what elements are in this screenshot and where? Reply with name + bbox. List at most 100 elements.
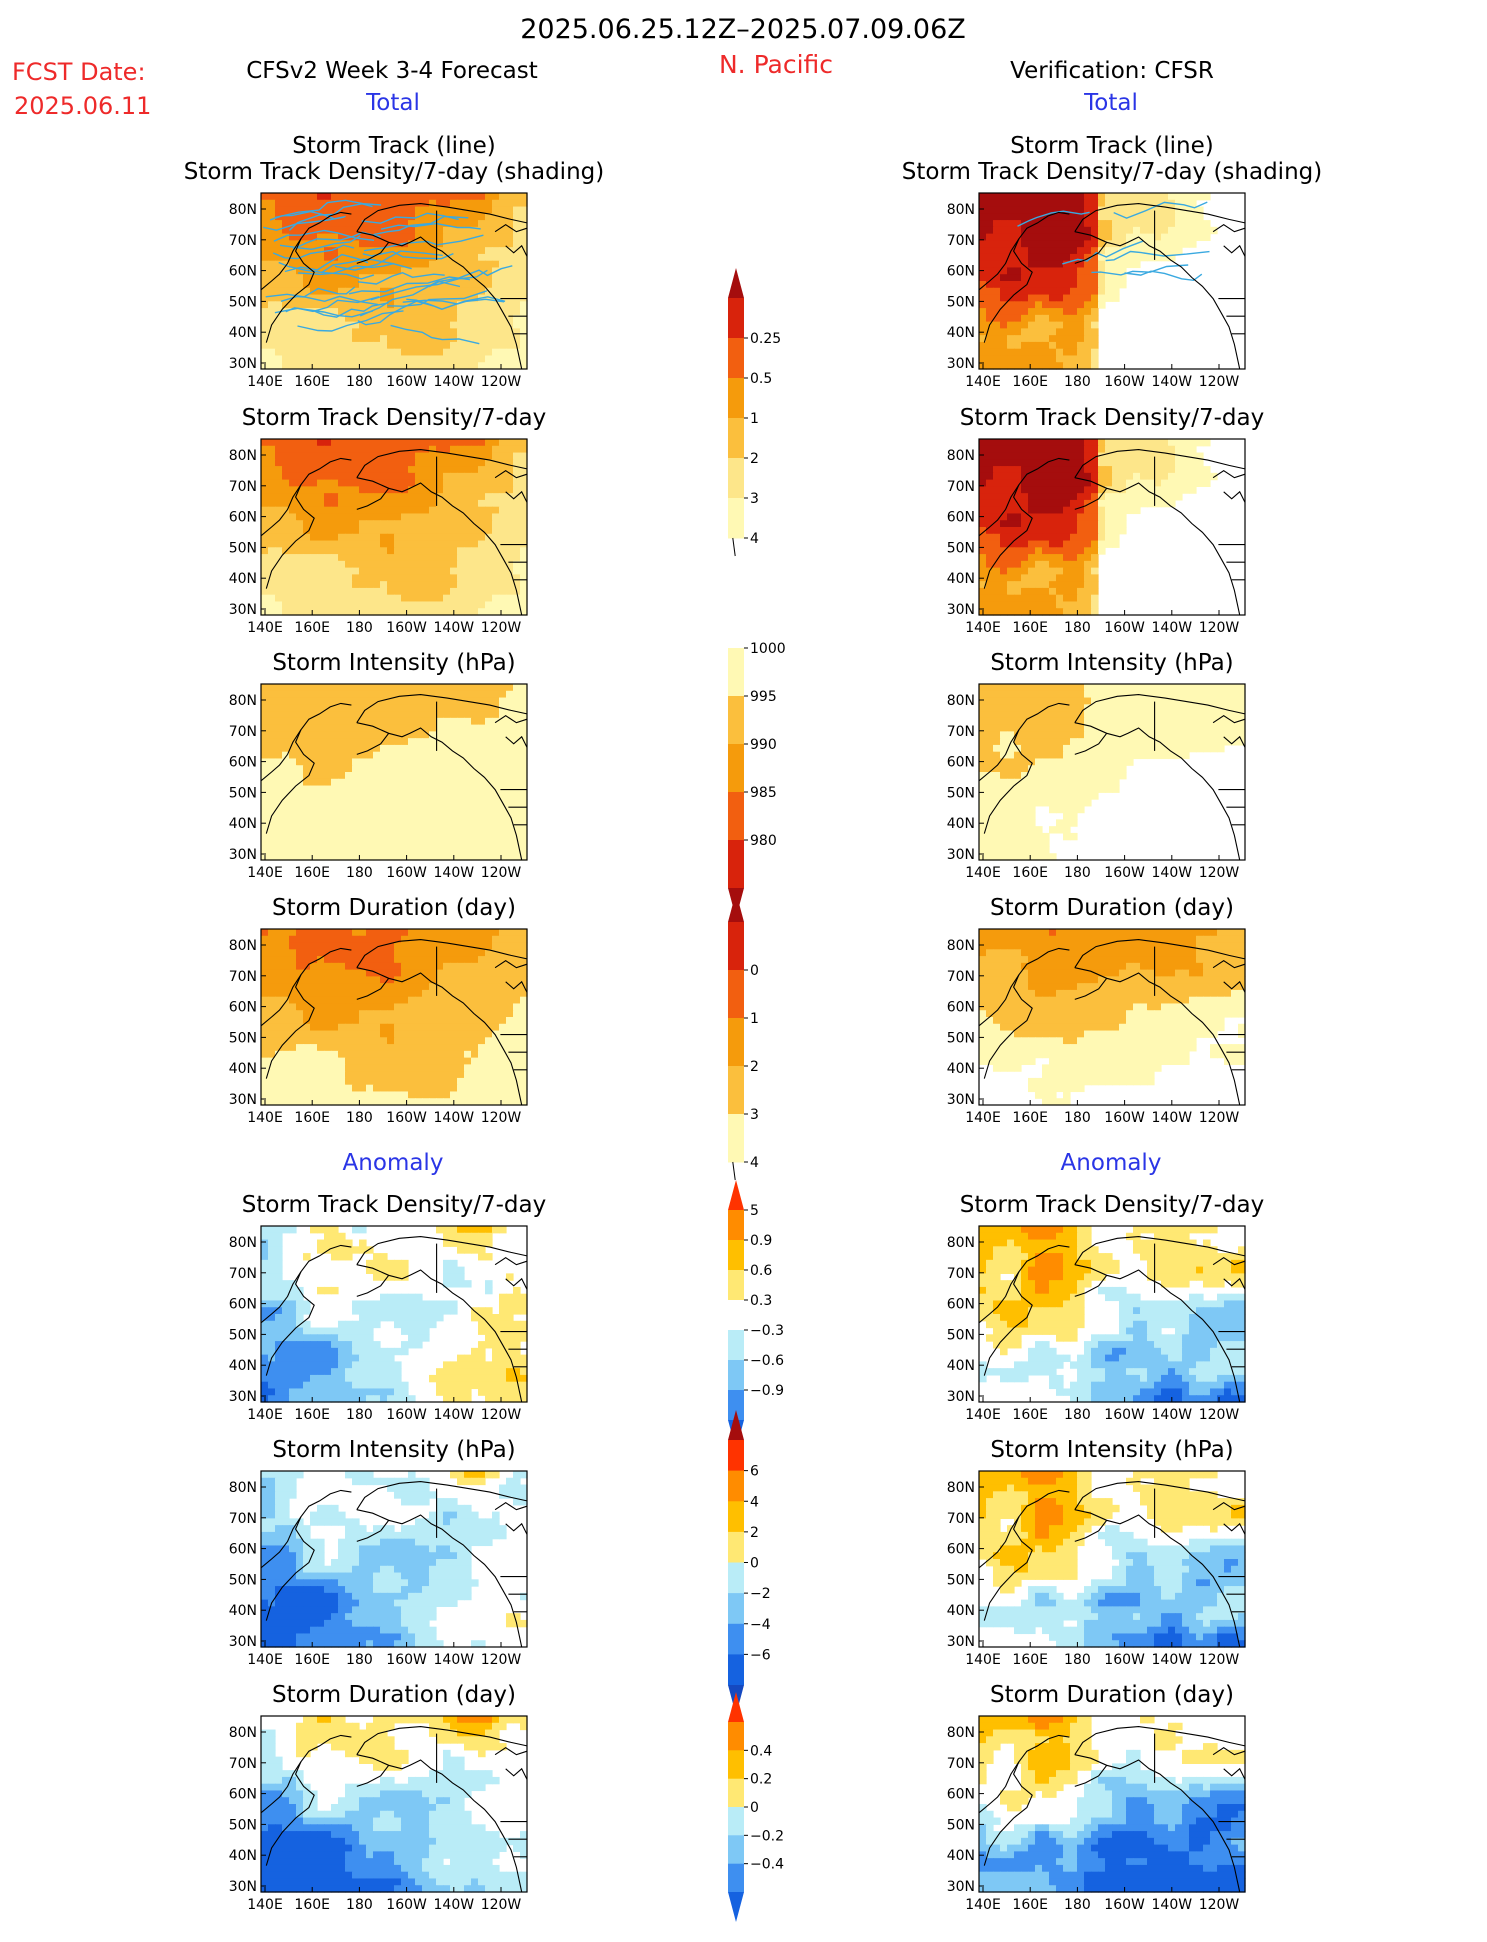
lat-label: 30N [947,356,975,372]
fcst-date-value: 2025.06.11 [14,94,151,118]
lat-label: 40N [229,1848,257,1864]
lat-label: 80N [229,693,257,709]
lat-label: 60N [229,510,257,526]
lat-label: 30N [229,1092,257,1108]
lat-label: 50N [947,1572,975,1588]
lat-label: 80N [947,1725,975,1741]
date-range-title: 2025.06.25.12Z–2025.07.09.06Z [520,16,966,43]
lon-label: 160W [386,1897,427,1913]
lat-label: 40N [947,325,975,341]
map-panel-track-left: Storm Track (line)Storm Track Density/7-… [201,131,587,401]
lat-label: 70N [229,1511,257,1527]
fcst-date-label: FCST Date: [12,60,146,84]
lon-label: 180 [346,1110,373,1126]
colorbar-label: 2 [750,1525,759,1541]
lon-label: 140W [1152,1110,1193,1126]
colorbar-label: −0.2 [750,1828,784,1844]
lat-label: 30N [229,1879,257,1895]
lat-label: 50N [947,1817,975,1833]
lat-label: 70N [947,479,975,495]
verification-label: Verification: CFSR [1010,60,1214,83]
lat-label: 30N [947,847,975,863]
colorbar-label: 2 [750,1059,759,1075]
lon-label: 180 [346,1897,373,1913]
lon-label: 120W [481,1897,522,1913]
lat-label: 40N [947,1603,975,1619]
colorbar-label: 0.6 [750,1263,772,1279]
lat-label: 70N [947,1266,975,1282]
lat-label: 40N [947,1848,975,1864]
lat-label: 70N [229,1756,257,1772]
lat-label: 50N [229,294,257,310]
lat-label: 50N [229,1030,257,1046]
lat-label: 50N [947,1327,975,1343]
lat-label: 60N [947,1542,975,1558]
lat-label: 80N [947,938,975,954]
lat-label: 60N [947,264,975,280]
colorbar-label: 0.3 [750,1293,772,1309]
colorbar-label: 0.25 [750,331,781,347]
lat-label: 50N [229,540,257,556]
colorbar-label: 3 [750,491,759,507]
lon-label: 120W [481,1110,522,1126]
region-title: N. Pacific [719,52,833,77]
lat-label: 30N [947,1092,975,1108]
lon-label: 140E [965,1897,1001,1913]
lat-label: 70N [947,1756,975,1772]
colorbar-label: −0.3 [750,1323,784,1339]
lat-label: 80N [947,1235,975,1251]
lat-label: 50N [947,540,975,556]
lat-label: 80N [947,202,975,218]
lon-label: 140E [247,1110,283,1126]
lat-label: 60N [229,264,257,280]
lon-label: 180 [1064,1110,1091,1126]
lat-label: 60N [229,1542,257,1558]
colorbar-label: 990 [750,737,777,753]
lon-label: 160E [294,1110,330,1126]
colorbar-label: 6 [750,1464,759,1480]
total-label-left: Total [366,92,420,115]
lat-label: 70N [229,724,257,740]
lat-label: 40N [947,1358,975,1374]
lon-label: 140W [434,1897,475,1913]
colorbar-label: 2 [750,451,759,467]
lat-label: 40N [229,1358,257,1374]
lat-label: 60N [229,1787,257,1803]
lon-label: 140E [247,1897,283,1913]
colorbar-label: 0.9 [750,1233,772,1249]
colorbar-label: 4 [750,531,759,547]
lat-label: 30N [229,356,257,372]
colorbar-label: 995 [750,689,777,705]
lat-label: 50N [947,1030,975,1046]
lat-label: 60N [229,755,257,771]
lat-label: 30N [947,1634,975,1650]
lat-label: 40N [229,1061,257,1077]
lat-label: 80N [229,448,257,464]
total-label-right: Total [1084,92,1138,115]
colorbar-label: −2 [750,1586,771,1602]
colorbar-label: 985 [750,785,777,801]
colorbar-label: −0.6 [750,1353,784,1369]
lat-label: 70N [947,969,975,985]
lat-label: 40N [947,1061,975,1077]
lat-label: 30N [229,847,257,863]
lat-label: 50N [229,1572,257,1588]
colorbar-label: 0 [750,1800,759,1816]
